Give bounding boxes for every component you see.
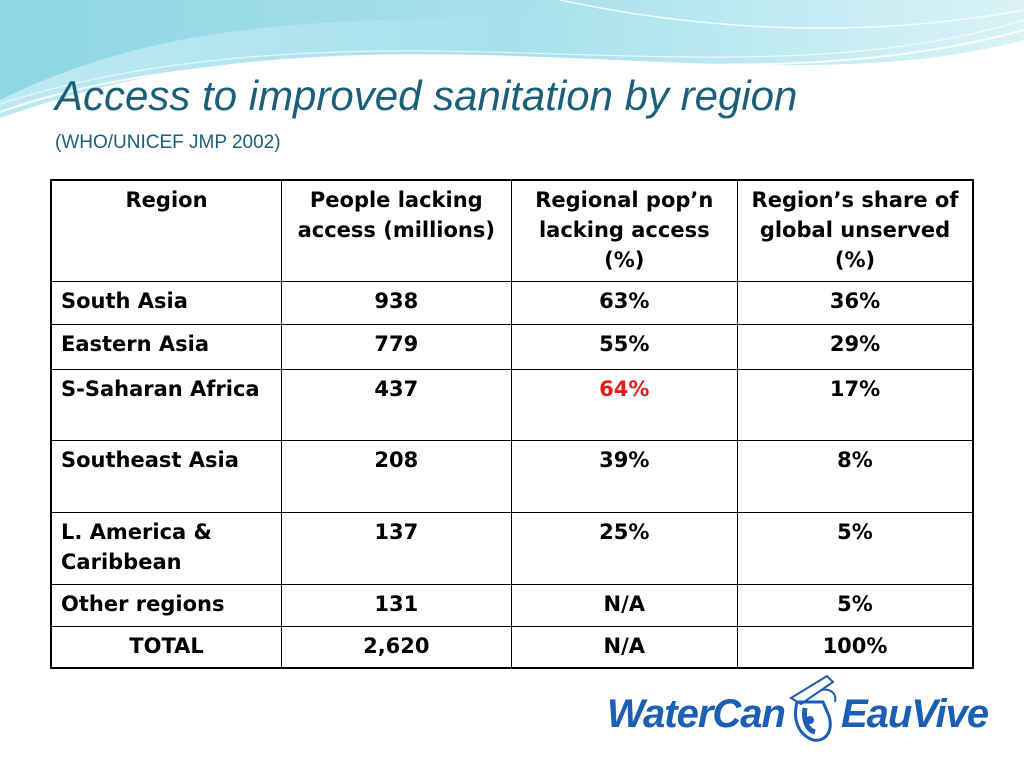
cell-region: Eastern Asia	[50, 323, 283, 370]
cell-people: 437	[281, 368, 512, 441]
table-row: South Asia 938 63% 36%	[50, 280, 974, 325]
cell-people: 208	[281, 439, 512, 513]
cell-pct: 25%	[510, 511, 739, 585]
cell-pct: N/A	[510, 583, 739, 627]
table-row: S-Saharan Africa 437 64% 17%	[50, 368, 974, 441]
table-row: Southeast Asia 208 39% 8%	[50, 439, 974, 513]
sanitation-table: Region People lacking access (millions) …	[50, 179, 974, 669]
table-row-total: TOTAL 2,620 N/A 100%	[50, 625, 974, 669]
cell-people: 137	[281, 511, 512, 585]
cell-people: 131	[281, 583, 512, 627]
cell-pct: 63%	[510, 280, 739, 325]
watering-can-icon	[789, 674, 837, 742]
cell-share: 5%	[737, 511, 974, 585]
cell-region: L. America & Caribbean	[50, 511, 283, 585]
cell-share: 36%	[737, 280, 974, 325]
cell-share: 100%	[737, 625, 974, 669]
header-global-share: Region’s share of global unserved (%)	[737, 179, 974, 282]
cell-region: S-Saharan Africa	[50, 368, 283, 441]
cell-region: Other regions	[50, 583, 283, 627]
table-row: Other regions 131 N/A 5%	[50, 583, 974, 627]
cell-share: 17%	[737, 368, 974, 441]
cell-people: 938	[281, 280, 512, 325]
cell-pct: 55%	[510, 323, 739, 370]
cell-people: 2,620	[281, 625, 512, 669]
slide-title: Access to improved sanitation by region	[55, 72, 798, 119]
header-regional-pct: Regional pop’n lacking access (%)	[510, 179, 739, 282]
logo-text-watercan: WaterCan	[607, 692, 786, 736]
cell-share: 8%	[737, 439, 974, 513]
cell-total-label: TOTAL	[50, 625, 283, 669]
cell-region: South Asia	[50, 280, 283, 325]
cell-pct-highlighted: 64%	[510, 368, 739, 441]
cell-share: 29%	[737, 323, 974, 370]
header-people-lacking: People lacking access (millions)	[281, 179, 512, 282]
cell-pct: N/A	[510, 625, 739, 669]
cell-pct: 39%	[510, 439, 739, 513]
header-wave-decoration	[0, 0, 1024, 118]
cell-people: 779	[281, 323, 512, 370]
cell-region: Southeast Asia	[50, 439, 283, 513]
header-region: Region	[50, 179, 283, 282]
watercan-logo: WaterCan EauVive	[605, 668, 989, 748]
table-row: L. America & Caribbean 137 25% 5%	[50, 511, 974, 585]
cell-share: 5%	[737, 583, 974, 627]
table-header-row: Region People lacking access (millions) …	[50, 179, 974, 282]
table-row: Eastern Asia 779 55% 29%	[50, 323, 974, 370]
slide-subtitle: (WHO/UNICEF JMP 2002)	[55, 132, 281, 153]
logo-text-eauvive: EauVive	[841, 692, 989, 736]
